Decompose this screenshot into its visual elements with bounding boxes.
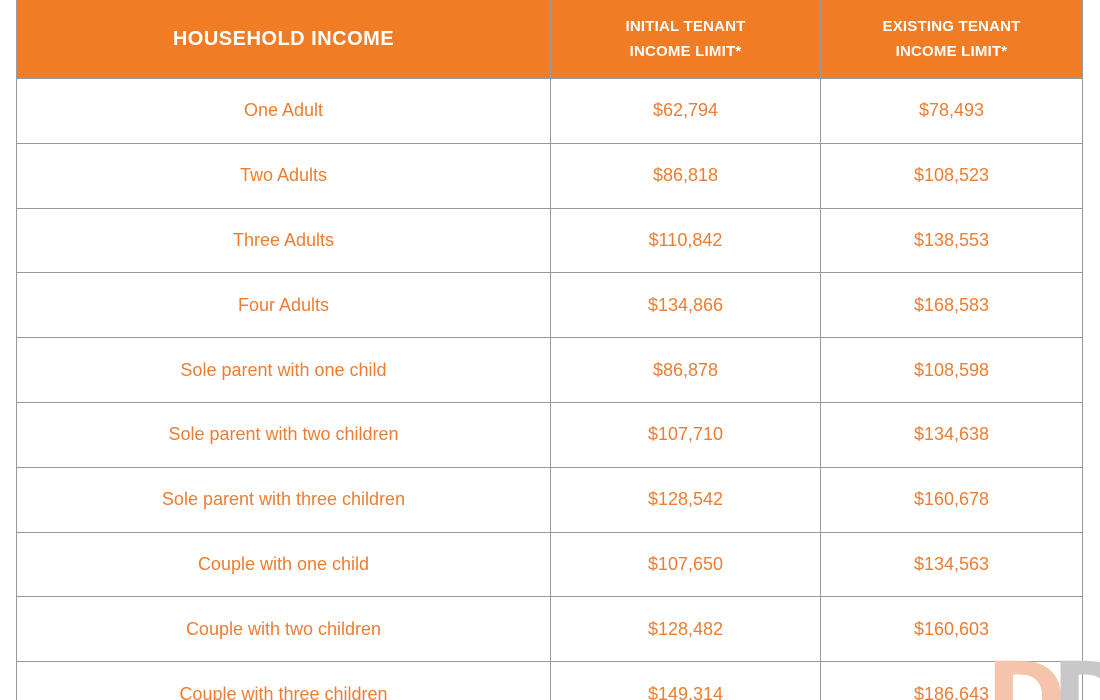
- initial-limit-cell: $86,818: [550, 142, 821, 209]
- household-type-cell: Sole parent with one child: [16, 337, 551, 403]
- existing-limit-cell: $160,678: [820, 466, 1083, 533]
- initial-limit-cell: $107,710: [550, 401, 821, 468]
- table-row: Sole parent with three children $128,542…: [16, 466, 1083, 533]
- table-row: Sole parent with one child $86,878 $108,…: [16, 337, 1083, 403]
- existing-limit-cell: $186,643: [820, 661, 1083, 700]
- initial-limit-cell: $149,314: [550, 661, 821, 700]
- household-type-cell: Two Adults: [16, 142, 551, 209]
- table-row: Couple with two children $128,482 $160,6…: [16, 596, 1083, 663]
- existing-limit-cell: $160,603: [820, 596, 1083, 663]
- income-limits-table: HOUSEHOLD INCOME INITIAL TENANT INCOME L…: [16, 0, 1083, 700]
- household-type-cell: One Adult: [16, 78, 551, 144]
- initial-limit-cell: $134,866: [550, 272, 821, 339]
- household-type-cell: Sole parent with two children: [16, 401, 551, 468]
- initial-limit-cell: $110,842: [550, 207, 821, 274]
- initial-limit-cell: $128,542: [550, 466, 821, 533]
- table-row: Couple with three children $149,314 $186…: [16, 661, 1083, 700]
- table-row: One Adult $62,794 $78,493: [16, 78, 1083, 144]
- existing-limit-cell: $108,598: [820, 337, 1083, 403]
- existing-limit-cell: $168,583: [820, 272, 1083, 339]
- table-row: Sole parent with two children $107,710 $…: [16, 401, 1083, 468]
- initial-limit-cell: $107,650: [550, 531, 821, 598]
- existing-limit-cell: $108,523: [820, 142, 1083, 209]
- initial-limit-cell: $62,794: [550, 78, 821, 144]
- household-type-cell: Couple with two children: [16, 596, 551, 663]
- header-existing-tenant-income-limit: EXISTING TENANT INCOME LIMIT*: [820, 0, 1083, 79]
- household-type-cell: Couple with three children: [16, 661, 551, 700]
- household-type-cell: Four Adults: [16, 272, 551, 339]
- table-row: Couple with one child $107,650 $134,563: [16, 531, 1083, 598]
- header-initial-tenant-income-limit: INITIAL TENANT INCOME LIMIT*: [550, 0, 821, 79]
- table-row: Three Adults $110,842 $138,553: [16, 207, 1083, 274]
- table-header-row: HOUSEHOLD INCOME INITIAL TENANT INCOME L…: [16, 0, 1083, 79]
- header-household-income: HOUSEHOLD INCOME: [16, 0, 551, 79]
- table-row: Four Adults $134,866 $168,583: [16, 272, 1083, 339]
- existing-limit-cell: $134,563: [820, 531, 1083, 598]
- existing-limit-cell: $134,638: [820, 401, 1083, 468]
- initial-limit-cell: $128,482: [550, 596, 821, 663]
- initial-limit-cell: $86,878: [550, 337, 821, 403]
- table-row: Two Adults $86,818 $108,523: [16, 142, 1083, 209]
- existing-limit-cell: $78,493: [820, 78, 1083, 144]
- household-type-cell: Sole parent with three children: [16, 466, 551, 533]
- household-type-cell: Couple with one child: [16, 531, 551, 598]
- household-type-cell: Three Adults: [16, 207, 551, 274]
- existing-limit-cell: $138,553: [820, 207, 1083, 274]
